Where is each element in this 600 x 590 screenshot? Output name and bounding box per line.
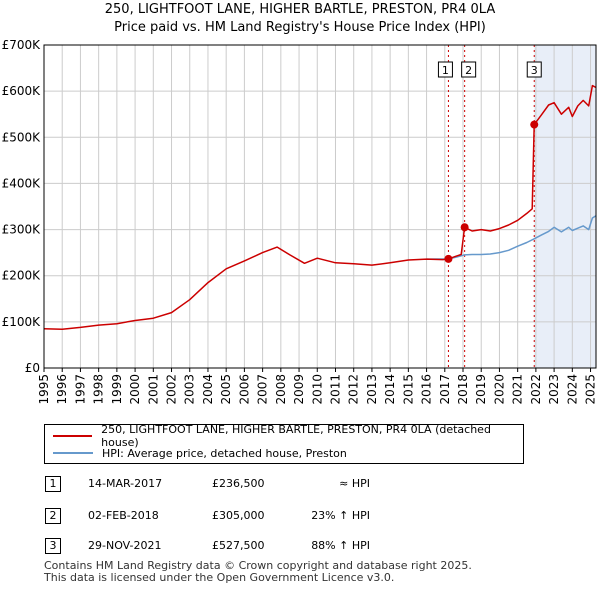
sale-point (444, 254, 453, 263)
x-tick-label: 2004 (201, 374, 215, 405)
x-tick-label: 2006 (237, 374, 251, 405)
legend-label-property: 250, LIGHTFOOT LANE, HIGHER BARTLE, PRES… (101, 423, 491, 449)
x-tick-label: 1995 (37, 374, 51, 405)
transaction-hpi-comparison: ≈ HPI (339, 477, 370, 490)
x-tick-label: 2020 (492, 374, 506, 405)
x-tick-label: 2003 (183, 374, 197, 405)
chart-title: 250, LIGHTFOOT LANE, HIGHER BARTLE, PRES… (104, 2, 496, 17)
sale-number-label: 2 (465, 64, 472, 77)
y-tick-label: £600K (2, 84, 42, 98)
transaction-number: 1 (45, 476, 61, 492)
hpi-line (426, 215, 597, 260)
x-tick-label: 2008 (274, 374, 288, 405)
x-tick-label: 2015 (401, 374, 415, 405)
legend: 250, LIGHTFOOT LANE, HIGHER BARTLE, PRES… (44, 423, 524, 464)
x-tick-label: 2001 (146, 374, 160, 405)
transaction-hpi-comparison: 88% ↑ HPI (311, 539, 370, 552)
transaction-number: 2 (45, 508, 61, 524)
y-tick-label: £200K (2, 269, 42, 283)
transaction-row: 2 02-FEB-2018 £305,000 23% ↑ HPI (0, 508, 600, 528)
x-tick-label: 2019 (474, 374, 488, 405)
plot-frame (43, 44, 597, 369)
x-tick-label: 2013 (365, 374, 379, 405)
transaction-hpi-comparison: 23% ↑ HPI (311, 509, 370, 522)
transaction-row: 1 14-MAR-2017 £236,500 ≈ HPI (0, 476, 600, 496)
transaction-number: 3 (45, 538, 61, 554)
footer: Contains HM Land Registry data © Crown c… (44, 560, 472, 584)
x-tick-label: 2012 (347, 374, 361, 405)
plot-area (44, 45, 596, 368)
x-tick-label: 2025 (584, 374, 598, 405)
footer-licence: This data is licensed under the Open Gov… (44, 571, 395, 584)
x-tick-label: 2018 (456, 374, 470, 405)
y-tick-label: £0 (25, 361, 40, 375)
price-chart: 1 2 3 £0 £100K £200K £300K £400K £500K £600K £700… (2, 38, 598, 405)
x-tick-label: 2016 (420, 374, 434, 405)
transaction-date: 02-FEB-2018 (88, 509, 159, 522)
transaction-date: 29-NOV-2021 (88, 539, 162, 552)
x-tick-label: 1996 (55, 374, 69, 405)
x-tick-label: 1997 (73, 374, 87, 405)
y-tick-label: £700K (2, 38, 42, 52)
chart-subtitle: Price paid vs. HM Land Registry's House … (114, 20, 486, 35)
x-tick-label: 2014 (383, 374, 397, 405)
sale-number-label: 1 (442, 64, 449, 77)
x-tick-label: 2022 (529, 374, 543, 405)
legend-item-property: 250, LIGHTFOOT LANE, HIGHER BARTLE, PRES… (53, 423, 523, 449)
y-tick-label: £300K (2, 223, 42, 237)
shaded-region (534, 45, 596, 368)
y-tick-label: £100K (2, 315, 42, 329)
x-tick-label: 2002 (165, 374, 179, 405)
transaction-price: £236,500 (212, 477, 265, 490)
x-tick-label: 2017 (438, 374, 452, 405)
x-tick-label: 2007 (256, 374, 270, 405)
sale-number-box (437, 61, 453, 78)
x-tick-label: 2021 (511, 374, 525, 405)
legend-swatch-property (53, 435, 93, 437)
x-tick-label: 1999 (110, 374, 124, 405)
transaction-price: £527,500 (212, 539, 265, 552)
legend-item-hpi: HPI: Average price, detached house, Pres… (53, 445, 347, 461)
sale-number-box (461, 61, 477, 78)
y-tick-label: £400K (2, 176, 42, 190)
transaction-date: 14-MAR-2017 (88, 477, 163, 490)
sale-point (460, 223, 469, 232)
sale-number-box (526, 61, 542, 78)
x-tick-label: 2011 (328, 374, 342, 405)
x-tick-label: 2005 (219, 374, 233, 405)
x-tick-label: 2024 (565, 374, 579, 405)
transaction-price: £305,000 (212, 509, 265, 522)
x-tick-label: 1998 (92, 374, 106, 405)
sale-point (530, 120, 539, 129)
x-tick-label: 2009 (292, 374, 306, 405)
legend-label-hpi: HPI: Average price, detached house, Pres… (102, 446, 347, 460)
transaction-row: 3 29-NOV-2021 £527,500 88% ↑ HPI (0, 538, 600, 558)
sale-number-label: 3 (531, 64, 538, 77)
legend-swatch-hpi (53, 452, 93, 454)
x-tick-label: 2023 (547, 374, 561, 405)
x-tick-label: 2000 (128, 374, 142, 405)
y-tick-label: £500K (2, 130, 42, 144)
x-tick-label: 2010 (310, 374, 324, 405)
footer-copyright: Contains HM Land Registry data © Crown c… (44, 559, 472, 572)
